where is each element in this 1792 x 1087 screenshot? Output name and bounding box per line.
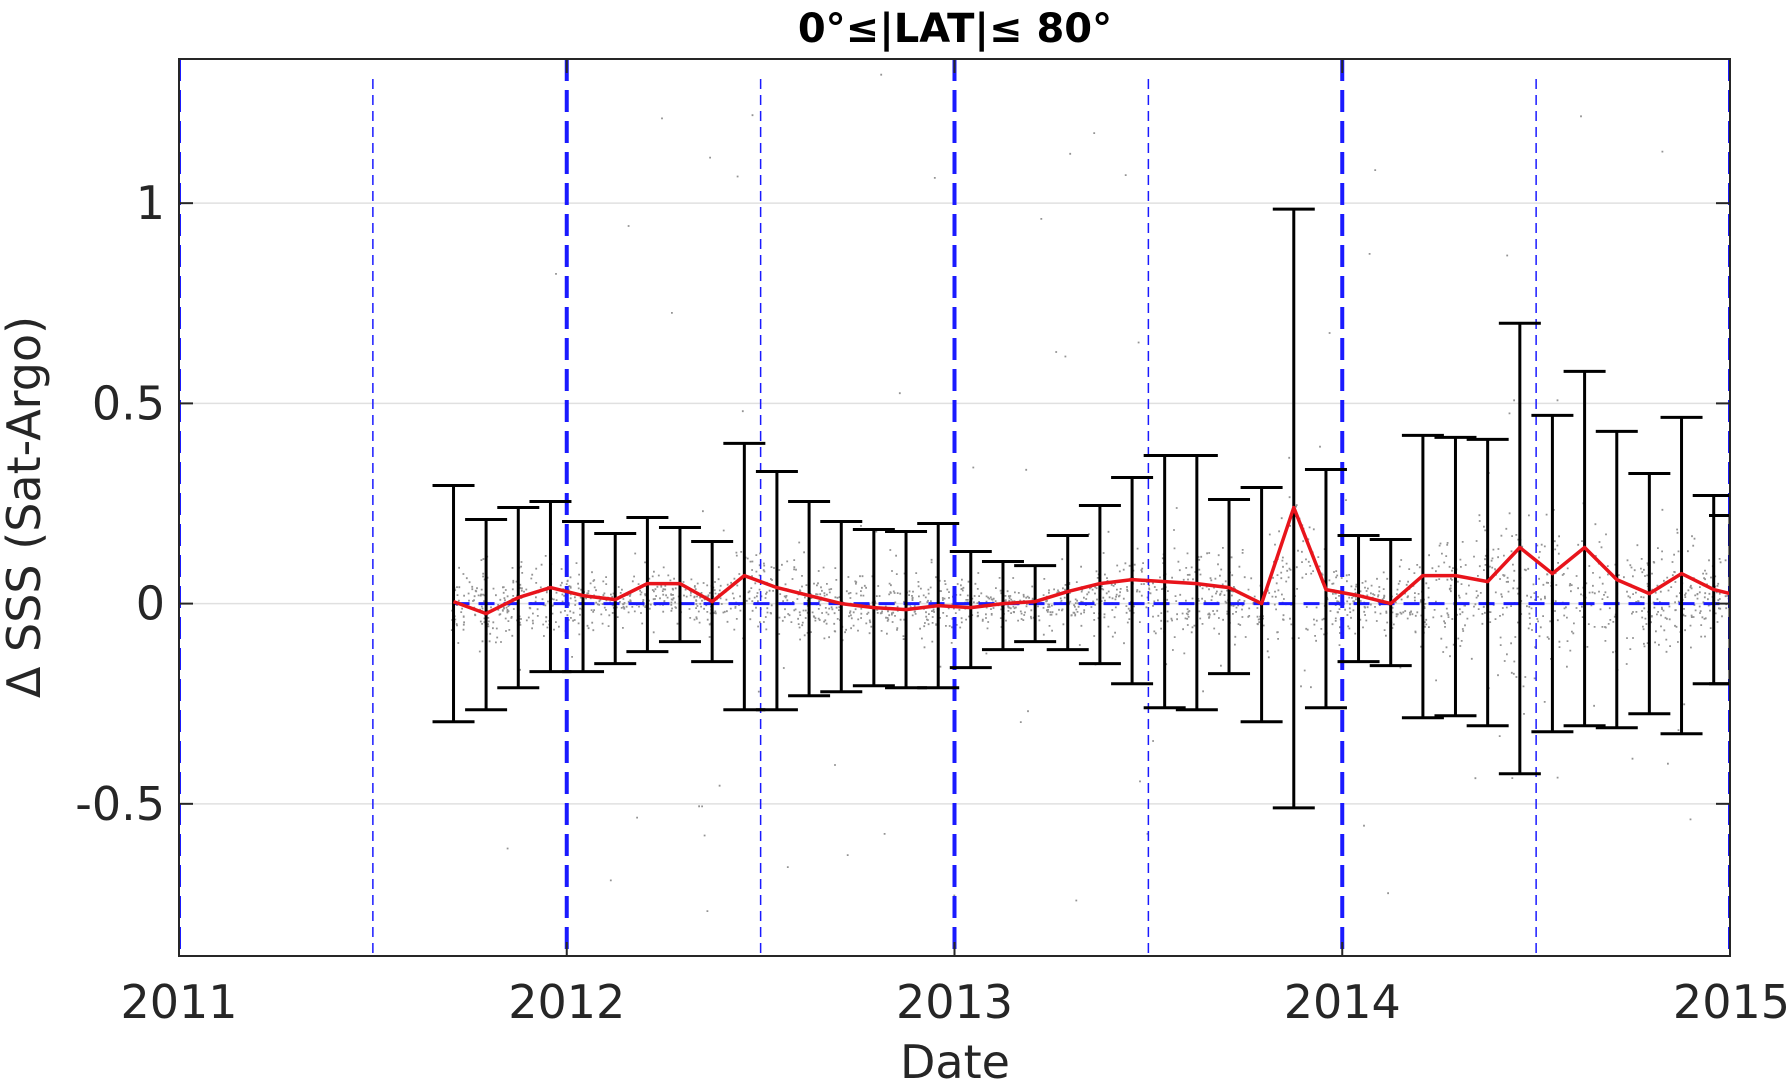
scatter-points: [450, 73, 1730, 912]
scatter-dots: [450, 73, 1730, 912]
y-tick-labels: -0.5 0 0.5 1: [75, 176, 165, 831]
x-tick-label: 2013: [896, 975, 1013, 1029]
error-bars: [432, 207, 1730, 810]
error-bar: [981, 560, 1024, 652]
error-bar: [949, 550, 992, 670]
y-axis-label: Δ SSS (Sat-Argo): [0, 316, 51, 698]
x-tick-label: 2012: [508, 975, 625, 1029]
x-axis-label: Date: [900, 1035, 1010, 1087]
error-bar: [1014, 564, 1057, 644]
x-tick-label: 2011: [120, 975, 237, 1029]
year-lines: [179, 59, 1730, 956]
y-tick-label: 0: [136, 577, 165, 631]
y-tick-label: 0.5: [92, 376, 165, 430]
x-tick-label: 2015: [1673, 975, 1790, 1029]
error-bar: [788, 499, 831, 698]
y-tick-label: -0.5: [75, 777, 165, 831]
y-tick-label: 1: [136, 176, 165, 230]
error-bar: [755, 469, 798, 712]
mean-line: [452, 505, 1730, 616]
chart-title: 0°≤|LAT|≤ 80°: [798, 6, 1112, 53]
error-bar: [1709, 514, 1730, 686]
error-bar: [432, 483, 475, 724]
error-bar: [820, 520, 863, 694]
mean-line-layer: [452, 505, 1730, 616]
x-tick-labels: 2011 2012 2013 2014 2015: [120, 975, 1790, 1029]
x-tick-label: 2014: [1284, 975, 1401, 1029]
axis-ticks: [178, 59, 1731, 956]
error-bar: [1337, 534, 1380, 664]
